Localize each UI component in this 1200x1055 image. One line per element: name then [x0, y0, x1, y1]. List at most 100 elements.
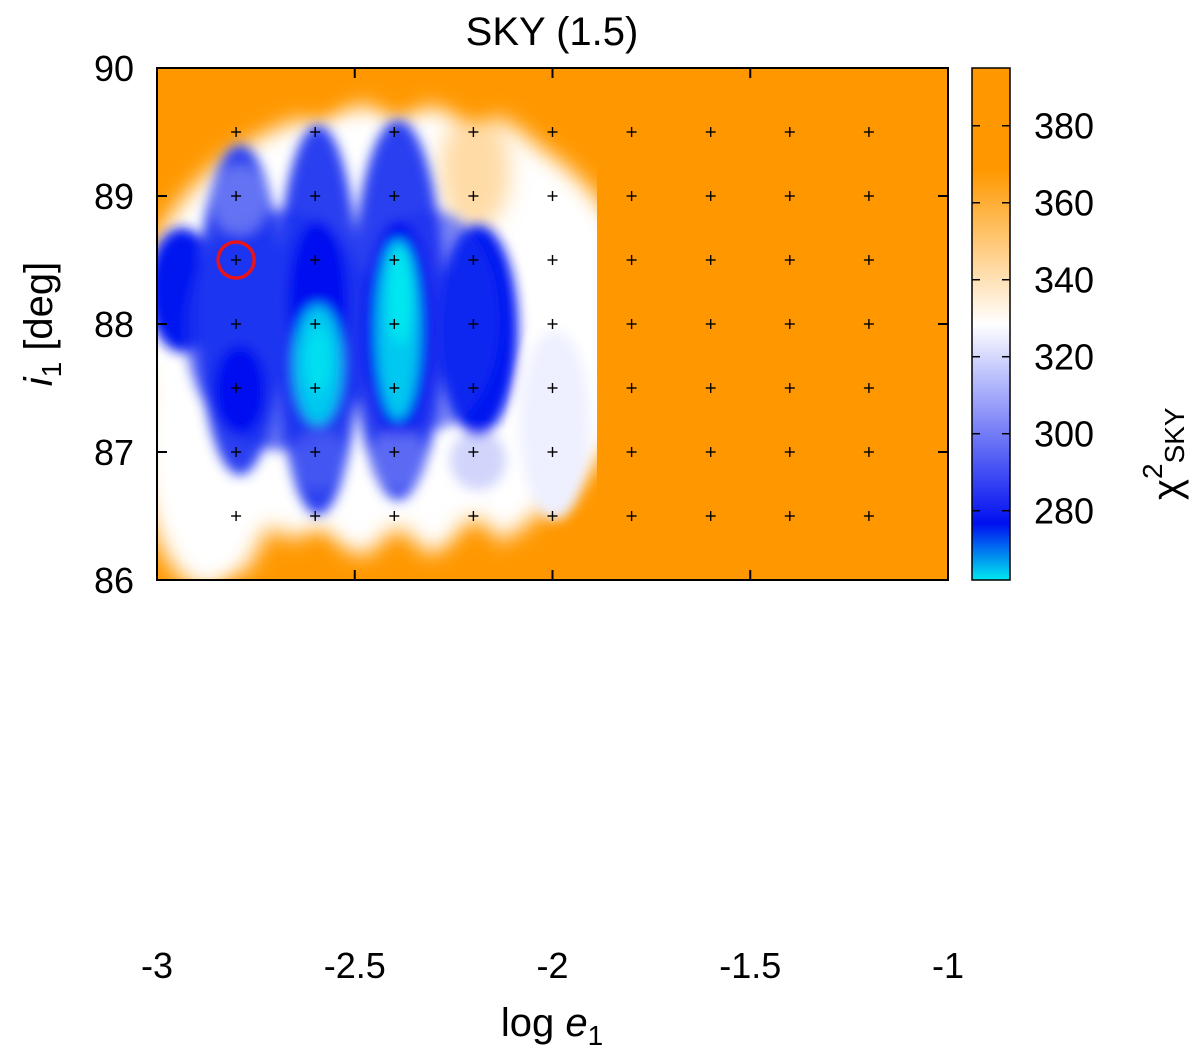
grid-sample-cross [547, 383, 558, 393]
grid-sample-cross [705, 191, 716, 201]
y-tick-label: 89 [94, 176, 134, 217]
grid-sample-cross [626, 255, 637, 265]
heatmap-orange-bump [521, 550, 589, 580]
grid-sample-cross [389, 383, 400, 393]
heatmap-orange-bump [208, 580, 272, 700]
grid-sample-cross [468, 191, 479, 201]
x-tick-label: -2.5 [324, 945, 386, 986]
heatmap-white-hole [450, 430, 506, 490]
grid-sample-cross [784, 511, 795, 521]
grid-sample-cross [389, 191, 400, 201]
grid-sample-cross [468, 383, 479, 393]
grid-sample-cross [784, 127, 795, 137]
grid-sample-cross [310, 511, 321, 521]
grid-sample-cross [784, 319, 795, 329]
y-tick-label: 90 [94, 48, 134, 89]
grid-sample-cross [863, 255, 874, 265]
grid-sample-cross [310, 127, 321, 137]
colorbar-tick-label: 340 [1034, 260, 1094, 301]
heatmap-white-hole [290, 430, 346, 490]
grid-sample-cross [705, 319, 716, 329]
grid-sample-cross [784, 447, 795, 457]
grid-sample-cross [389, 447, 400, 457]
grid-sample-cross [310, 255, 321, 265]
grid-sample-cross [705, 511, 716, 521]
best-fit-circle [216, 240, 256, 280]
grid-sample-cross [626, 191, 637, 201]
grid-sample-cross [547, 447, 558, 457]
grid-sample-cross [468, 319, 479, 329]
heatmap-orange-bump [440, 110, 510, 230]
heatmap-orange-bump [212, 68, 268, 117]
grid-sample-cross [547, 255, 558, 265]
x-tick-label: -2 [536, 945, 568, 986]
colorbar: 280 300 320 340 360 380 [971, 67, 1094, 581]
grid-sample-cross [863, 511, 874, 521]
grid-sample-cross [231, 383, 242, 393]
y-axis-ticks: 86 87 88 89 90 [94, 48, 948, 601]
colorbar-tick-label: 320 [1034, 337, 1094, 378]
grid-sample-cross [389, 127, 400, 137]
grid-sample-cross [231, 127, 242, 137]
heatmap-white-hole [370, 430, 426, 490]
grid-sample-cross [863, 447, 874, 457]
grid-sample-cross [863, 383, 874, 393]
heatmap-orange-bumps [208, 68, 589, 700]
heatmap-orange-bump [444, 520, 506, 580]
grid-sample-cross [784, 383, 795, 393]
grid-sample-cross [310, 319, 321, 329]
heatmap-white-hole [520, 330, 590, 520]
x-tick-label: -3 [141, 945, 173, 986]
grid-sample-cross [626, 511, 637, 521]
grid-sample-cross [705, 255, 716, 265]
heatmap-orange-right [597, 68, 948, 580]
grid-sample-cross [705, 127, 716, 137]
grid-sample-cross [310, 383, 321, 393]
grid-sample-cross [231, 191, 242, 201]
grid-sample-cross [547, 191, 558, 201]
grid-sample-cross [784, 191, 795, 201]
grid-sample-cross [231, 319, 242, 329]
grid-sample-cross [468, 127, 479, 137]
grid-sample-cross [705, 383, 716, 393]
heatmap-orange-bump [368, 530, 428, 580]
grid-sample-cross [705, 447, 716, 457]
heatmap-blue-layer [157, 120, 590, 520]
grid-sample-cross [231, 447, 242, 457]
y-tick-label: 86 [94, 560, 134, 601]
best-fit-marker [216, 240, 256, 280]
colorbar-ticks: 280 300 320 340 360 380 [972, 106, 1094, 532]
grid-sample-cross [626, 447, 637, 457]
y-tick-label: 87 [94, 432, 134, 473]
grid-sample-cross [626, 383, 637, 393]
heatmap-orange-bump [290, 68, 346, 117]
plot-area [157, 68, 948, 700]
x-tick-label: -1.5 [719, 945, 781, 986]
grid-sample-cross [626, 127, 637, 137]
grid-sample-cross [231, 255, 242, 265]
grid-sample-cross [863, 319, 874, 329]
colorbar-tick-label: 300 [1034, 414, 1094, 455]
x-axis-ticks: -3 -2.5 -2 -1.5 -1 [141, 68, 964, 986]
grid-sample-crosses [231, 127, 874, 521]
heatmap-blue-region [185, 210, 375, 450]
grid-sample-cross [547, 319, 558, 329]
y-tick-label: 88 [94, 304, 134, 345]
chart-title: SKY (1.5) [466, 10, 639, 54]
heatmap-blue-region [214, 345, 266, 435]
grid-sample-cross [626, 319, 637, 329]
grid-sample-cross [389, 255, 400, 265]
grid-sample-cross [468, 255, 479, 265]
y-axis-label: i1 [deg] [17, 262, 67, 387]
grid-sample-cross [547, 511, 558, 521]
grid-sample-cross [310, 447, 321, 457]
x-tick-label: -1 [932, 945, 964, 986]
colorbar-gradient [971, 67, 1011, 581]
x-axis-label: log e1 [501, 1001, 603, 1051]
colorbar-tick-label: 380 [1034, 106, 1094, 147]
colorbar-tick-label: 280 [1034, 491, 1094, 532]
heatmap-orange-bump [527, 68, 583, 117]
grid-sample-cross [231, 511, 242, 521]
heatmap-orange-bump [370, 68, 426, 117]
